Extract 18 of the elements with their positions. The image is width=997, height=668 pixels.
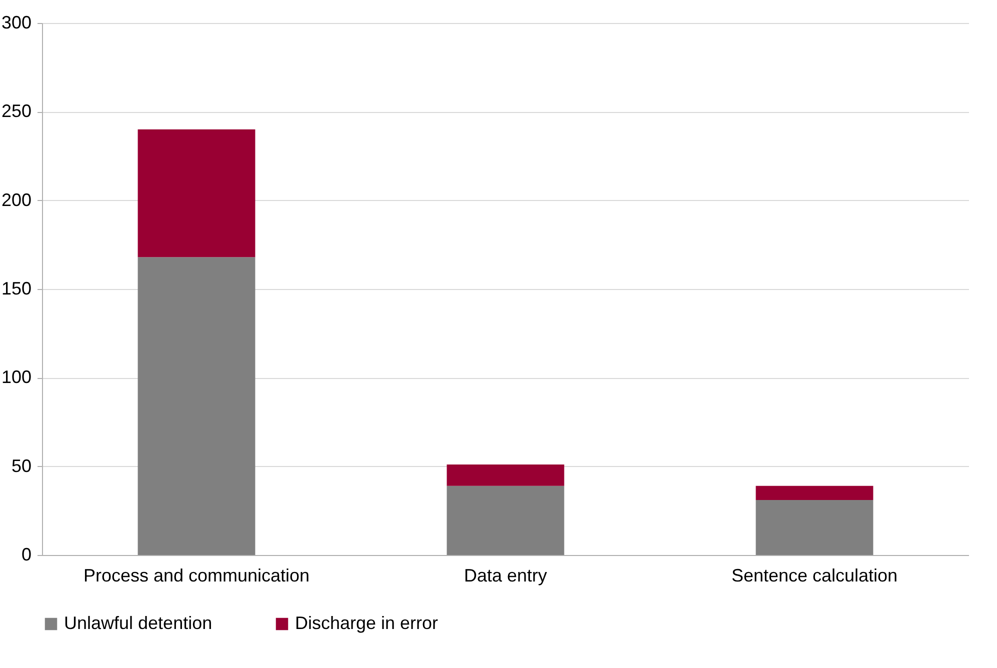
bar [138, 129, 256, 258]
y-tick-label: 50 [11, 456, 32, 476]
y-tick-label: 250 [1, 101, 32, 122]
bar [138, 257, 256, 555]
legend-label: Unlawful detention [64, 613, 212, 633]
bar [446, 464, 564, 486]
y-tick-label: 200 [1, 190, 32, 210]
bar [756, 500, 874, 555]
bar [756, 486, 874, 500]
y-tick-label: 150 [1, 278, 32, 298]
x-tick-label: Process and communication [83, 566, 310, 586]
y-tick-label: 300 [1, 12, 32, 32]
x-tick-label: Data entry [464, 566, 548, 586]
x-tick-label: Sentence calculation [731, 566, 898, 586]
bar [446, 486, 564, 555]
legend-label: Discharge in error [295, 613, 438, 633]
y-tick-label: 100 [1, 367, 32, 388]
y-tick-label: 0 [21, 544, 32, 564]
